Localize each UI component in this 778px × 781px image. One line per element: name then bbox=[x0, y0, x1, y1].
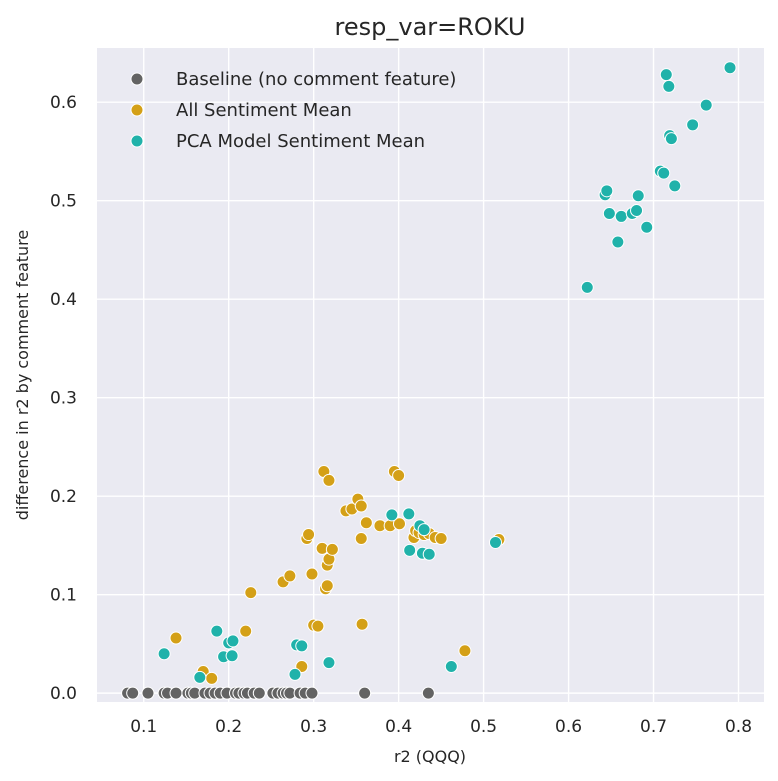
data-points bbox=[121, 61, 737, 700]
y-axis-ticks: 0.0 0.1 0.2 0.3 0.4 0.5 0.6 bbox=[50, 93, 77, 704]
y-axis-label: difference in r2 by comment feature bbox=[13, 230, 32, 521]
x-tick-label: 0.8 bbox=[725, 717, 752, 737]
data-point bbox=[664, 132, 678, 146]
data-point bbox=[239, 624, 253, 638]
legend-marker bbox=[130, 72, 144, 86]
y-tick-label: 0.1 bbox=[50, 586, 77, 606]
chart-title: resp_var=ROKU bbox=[335, 13, 526, 41]
data-point bbox=[580, 280, 594, 294]
data-point bbox=[354, 532, 368, 545]
data-point bbox=[205, 671, 219, 685]
data-point bbox=[358, 686, 372, 700]
legend-label: All Sentiment Mean bbox=[176, 100, 352, 121]
data-point bbox=[402, 507, 416, 521]
data-point bbox=[295, 639, 309, 653]
y-tick-label: 0.5 bbox=[50, 192, 77, 212]
x-axis-label: r2 (QQQ) bbox=[394, 747, 466, 766]
series-2 bbox=[169, 465, 506, 685]
legend: Baseline (no comment feature) All Sentime… bbox=[130, 69, 456, 152]
data-point bbox=[288, 667, 302, 681]
data-point bbox=[325, 542, 339, 556]
x-tick-label: 0.2 bbox=[215, 717, 242, 737]
data-point bbox=[417, 523, 431, 537]
data-point bbox=[699, 98, 713, 112]
data-point bbox=[662, 79, 676, 93]
y-tick-label: 0.6 bbox=[50, 93, 77, 113]
data-point bbox=[283, 569, 297, 583]
data-point bbox=[723, 61, 737, 75]
data-point bbox=[686, 118, 700, 132]
data-point bbox=[169, 686, 183, 700]
data-point bbox=[305, 567, 319, 581]
data-point bbox=[434, 532, 448, 545]
data-point bbox=[421, 686, 435, 700]
data-point bbox=[210, 624, 224, 638]
y-tick-label: 0.0 bbox=[50, 684, 77, 704]
x-tick-label: 0.6 bbox=[555, 717, 582, 737]
x-tick-label: 0.5 bbox=[470, 717, 497, 737]
legend-marker bbox=[130, 103, 144, 117]
data-point bbox=[657, 166, 671, 180]
data-point bbox=[322, 473, 336, 487]
series-1 bbox=[121, 686, 435, 700]
x-tick-label: 0.7 bbox=[640, 717, 667, 737]
data-point bbox=[355, 617, 369, 631]
y-tick-label: 0.3 bbox=[50, 389, 77, 409]
legend-marker bbox=[130, 134, 144, 148]
y-tick-label: 0.2 bbox=[50, 487, 77, 507]
legend-label: PCA Model Sentiment Mean bbox=[176, 131, 425, 152]
data-point bbox=[157, 647, 171, 661]
data-point bbox=[640, 220, 654, 234]
data-point bbox=[458, 644, 472, 658]
data-point bbox=[422, 547, 436, 561]
data-point bbox=[302, 528, 316, 542]
y-tick-label: 0.4 bbox=[50, 290, 77, 310]
data-point bbox=[444, 660, 458, 674]
data-point bbox=[659, 68, 673, 82]
data-point bbox=[226, 634, 240, 648]
data-point bbox=[359, 516, 373, 530]
data-point bbox=[392, 517, 406, 531]
data-point bbox=[668, 179, 682, 193]
data-point bbox=[614, 209, 628, 223]
data-point bbox=[392, 468, 406, 482]
data-point bbox=[602, 206, 616, 220]
x-tick-label: 0.4 bbox=[385, 717, 412, 737]
data-point bbox=[489, 535, 503, 549]
data-point bbox=[611, 235, 625, 249]
series-3 bbox=[157, 61, 737, 684]
data-point bbox=[322, 656, 336, 670]
data-point bbox=[385, 508, 399, 522]
data-point bbox=[252, 686, 266, 700]
plot-background bbox=[97, 48, 764, 702]
data-point bbox=[169, 631, 183, 645]
data-point bbox=[600, 184, 614, 198]
legend-label: Baseline (no comment feature) bbox=[176, 69, 456, 90]
x-axis-ticks: 0.1 0.2 0.3 0.4 0.5 0.6 0.7 0.8 bbox=[130, 717, 752, 737]
data-point bbox=[141, 686, 155, 700]
data-point bbox=[126, 686, 140, 700]
data-point bbox=[225, 649, 239, 663]
data-point bbox=[311, 619, 325, 633]
x-tick-label: 0.3 bbox=[300, 717, 327, 737]
data-point bbox=[305, 686, 319, 700]
x-tick-label: 0.1 bbox=[130, 717, 157, 737]
data-point bbox=[403, 543, 417, 557]
data-point bbox=[631, 189, 645, 203]
data-point bbox=[320, 579, 334, 593]
data-point bbox=[354, 499, 368, 513]
data-point bbox=[244, 586, 258, 600]
data-point bbox=[630, 204, 644, 218]
data-point bbox=[193, 670, 207, 684]
